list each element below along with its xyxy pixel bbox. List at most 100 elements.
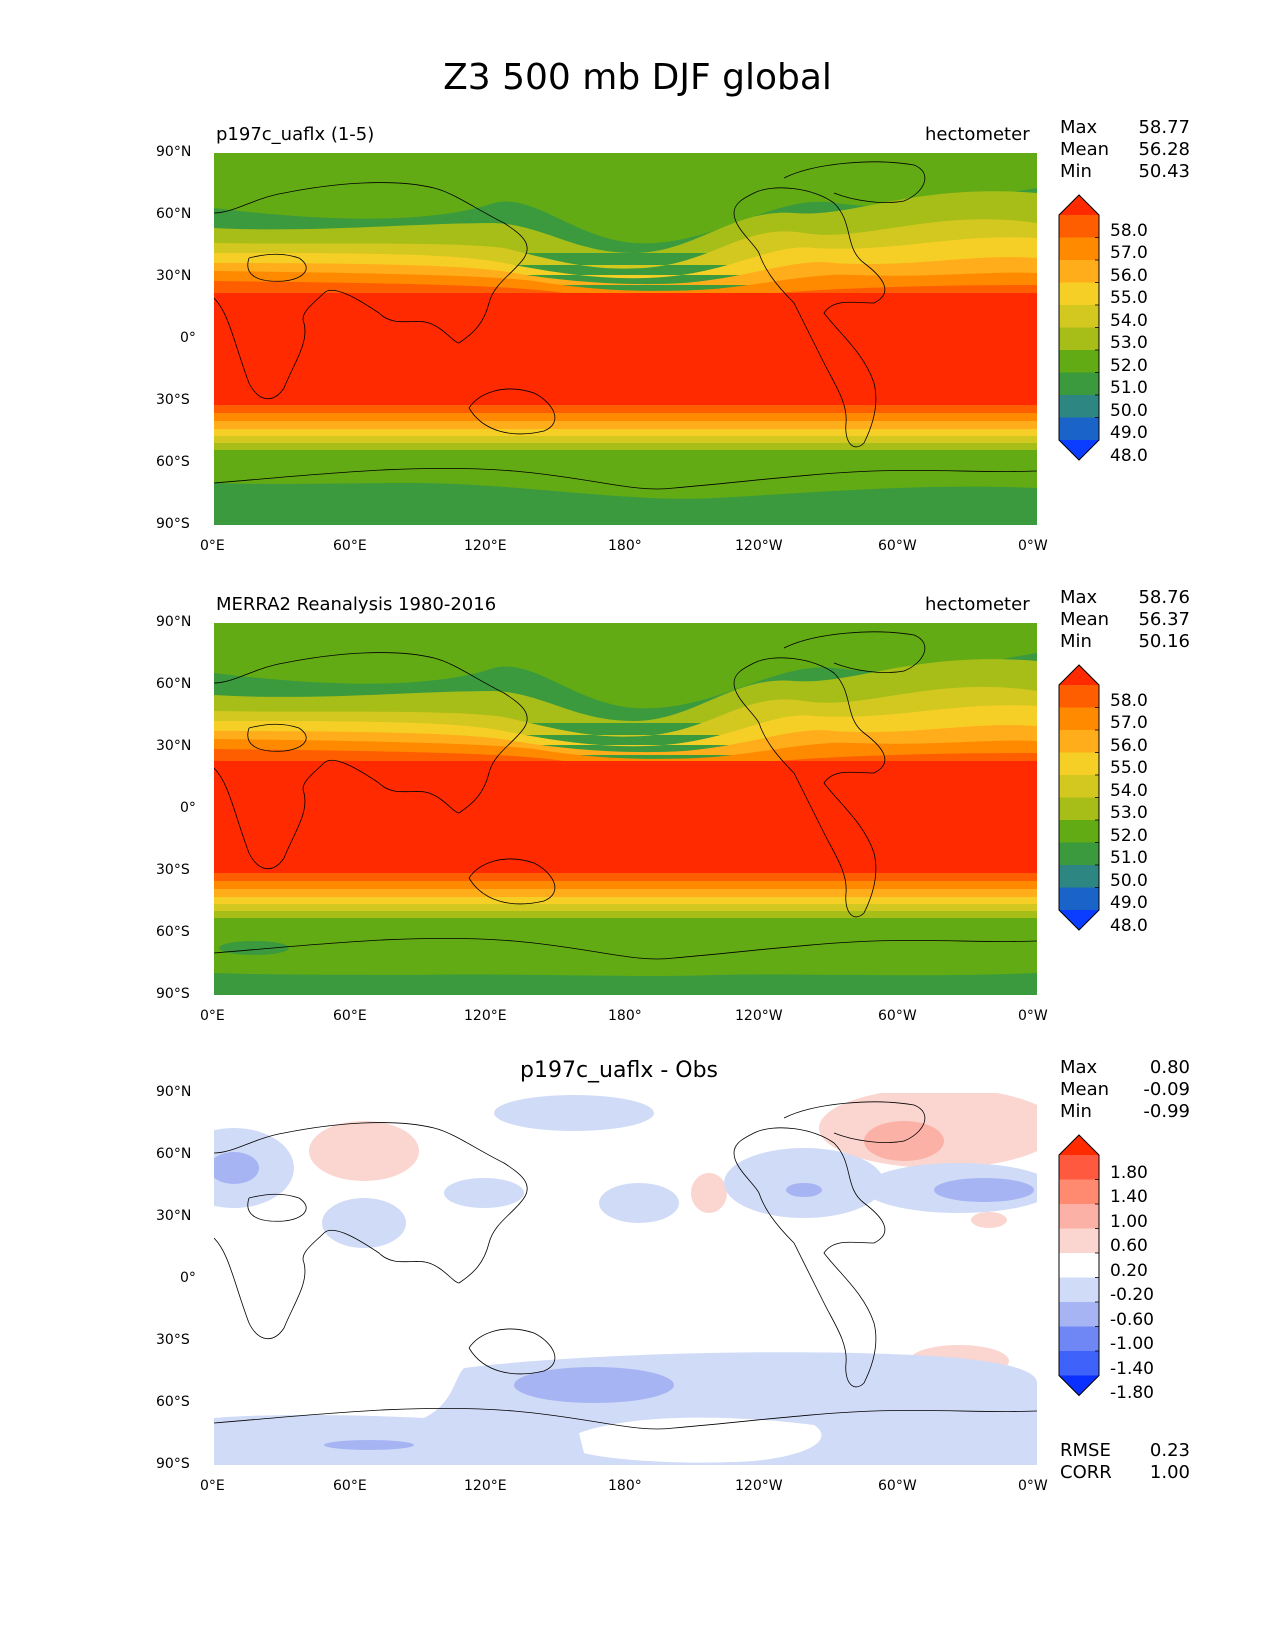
lon-tick: 120°W xyxy=(735,1478,783,1494)
colorbar-label: 53.0 xyxy=(1110,333,1148,353)
colorbar-bin xyxy=(1059,260,1099,283)
colorbar-bin xyxy=(1059,797,1099,821)
colorbar-bin xyxy=(1059,350,1099,373)
colorbar-extend-max xyxy=(1059,195,1099,215)
lat-tick: 90°S xyxy=(156,516,190,532)
colorbar-label: 57.0 xyxy=(1110,713,1148,733)
colorbar-bin xyxy=(1059,395,1099,418)
colorbar-label: -0.60 xyxy=(1110,1310,1154,1330)
rmse-label: RMSE xyxy=(1060,1440,1111,1461)
colorbar-label: -1.00 xyxy=(1110,1334,1154,1354)
colorbar-label: 56.0 xyxy=(1110,736,1148,756)
colorbar-label: 50.0 xyxy=(1110,401,1148,421)
colorbar-label: 54.0 xyxy=(1110,781,1148,801)
lat-tick: 30°S xyxy=(156,392,190,408)
lon-tick: 120°W xyxy=(735,538,783,554)
lon-tick: 0°E xyxy=(200,1008,225,1024)
colorbar-label: 48.0 xyxy=(1110,916,1148,936)
lat-tick: 90°N xyxy=(156,1084,192,1100)
lat-tick: 0° xyxy=(180,1270,196,1286)
colorbar-label: 49.0 xyxy=(1110,893,1148,913)
colorbar-outline xyxy=(1058,1134,1100,1397)
colorbar-bin xyxy=(1059,842,1099,866)
lon-tick: 180° xyxy=(608,1478,642,1494)
stat-min-label: Min xyxy=(1060,161,1092,182)
colorbar-bin xyxy=(1059,865,1099,888)
lon-tick: 120°W xyxy=(735,1008,783,1024)
colorbar-label: -1.40 xyxy=(1110,1359,1154,1379)
lon-tick: 120°E xyxy=(464,1008,507,1024)
figure-title: Z3 500 mb DJF global xyxy=(443,57,832,98)
stat-mean: -0.09 xyxy=(1143,1079,1190,1100)
lat-tick: 60°S xyxy=(156,1394,190,1410)
colorbar-label: 55.0 xyxy=(1110,758,1148,778)
lat-tick: 90°N xyxy=(156,144,192,160)
colorbar xyxy=(1058,664,1100,931)
stat-max: 58.76 xyxy=(1138,587,1190,608)
lat-tick: 30°N xyxy=(156,738,192,754)
colorbar-label: 52.0 xyxy=(1110,826,1148,846)
colorbar-label: 52.0 xyxy=(1110,356,1148,376)
lat-tick: 90°N xyxy=(156,614,192,630)
colorbar-label: 58.0 xyxy=(1110,221,1148,241)
lat-tick: 60°S xyxy=(156,454,190,470)
colorbar-label: 0.20 xyxy=(1110,1261,1148,1281)
colorbar-label: 49.0 xyxy=(1110,423,1148,443)
panel-title: p197c_uaflx (1-5) xyxy=(216,124,375,145)
colorbar-bin xyxy=(1059,282,1099,306)
colorbar-label: 54.0 xyxy=(1110,311,1148,331)
lat-tick: 90°S xyxy=(156,1456,190,1472)
colorbar-label: 55.0 xyxy=(1110,288,1148,308)
lat-tick: 60°N xyxy=(156,676,192,692)
colorbar-label: 57.0 xyxy=(1110,243,1148,263)
colorbar-bin xyxy=(1059,707,1099,731)
colorbar xyxy=(1058,1134,1100,1397)
map-model xyxy=(214,153,1037,525)
colorbar-bin xyxy=(1059,1155,1099,1180)
panel-metrics: RMSE 0.23 CORR 1.00 xyxy=(1060,1440,1190,1484)
lon-tick: 0°W xyxy=(1018,1478,1048,1494)
panel-title: p197c_uaflx - Obs xyxy=(520,1058,719,1083)
panel-units: hectometer xyxy=(925,124,1030,145)
stat-min: 50.16 xyxy=(1138,631,1190,652)
lon-tick: 0°W xyxy=(1018,1008,1048,1024)
stat-mean-label: Mean xyxy=(1060,139,1110,160)
stat-mean: 56.37 xyxy=(1138,609,1190,630)
colorbar-label: 1.80 xyxy=(1110,1163,1148,1183)
lon-tick: 60°W xyxy=(878,538,917,554)
stat-mean-label: Mean xyxy=(1060,1079,1110,1100)
colorbar-extend-max xyxy=(1059,1135,1099,1155)
colorbar-bin xyxy=(1059,1204,1099,1229)
colorbar-outline xyxy=(1058,194,1100,461)
colorbar-bin xyxy=(1059,1228,1099,1254)
lon-tick: 120°E xyxy=(464,538,507,554)
colorbar-extend-min xyxy=(1059,1375,1099,1396)
stat-max-label: Max xyxy=(1060,587,1098,608)
rmse-value: 0.23 xyxy=(1149,1440,1190,1461)
colorbar-label: 51.0 xyxy=(1110,848,1148,868)
colorbar-bin xyxy=(1059,1351,1099,1376)
colorbar-bin xyxy=(1059,1326,1099,1352)
colorbar-bin xyxy=(1059,237,1099,261)
colorbar-label: -0.20 xyxy=(1110,1285,1154,1305)
colorbar-label: 56.0 xyxy=(1110,266,1148,286)
colorbar-bin xyxy=(1059,327,1099,351)
stat-mean: 56.28 xyxy=(1138,139,1190,160)
stat-min: 50.43 xyxy=(1138,161,1190,182)
lon-tick: 180° xyxy=(608,538,642,554)
colorbar-label: 0.60 xyxy=(1110,1236,1148,1256)
stat-max: 58.77 xyxy=(1138,117,1190,138)
colorbar-bin xyxy=(1059,1179,1099,1205)
stat-mean-label: Mean xyxy=(1060,609,1110,630)
stat-min-label: Min xyxy=(1060,631,1092,652)
colorbar-bin xyxy=(1059,887,1099,911)
corr-value: 1.00 xyxy=(1149,1462,1190,1483)
map-diff xyxy=(214,1093,1037,1465)
corr-label: CORR xyxy=(1060,1462,1112,1483)
lon-tick: 180° xyxy=(608,1008,642,1024)
colorbar-extend-max xyxy=(1059,665,1099,685)
lat-tick: 60°N xyxy=(156,206,192,222)
colorbar-bin xyxy=(1059,685,1099,708)
colorbar-outline xyxy=(1058,664,1100,931)
colorbar-bin xyxy=(1059,1253,1099,1278)
